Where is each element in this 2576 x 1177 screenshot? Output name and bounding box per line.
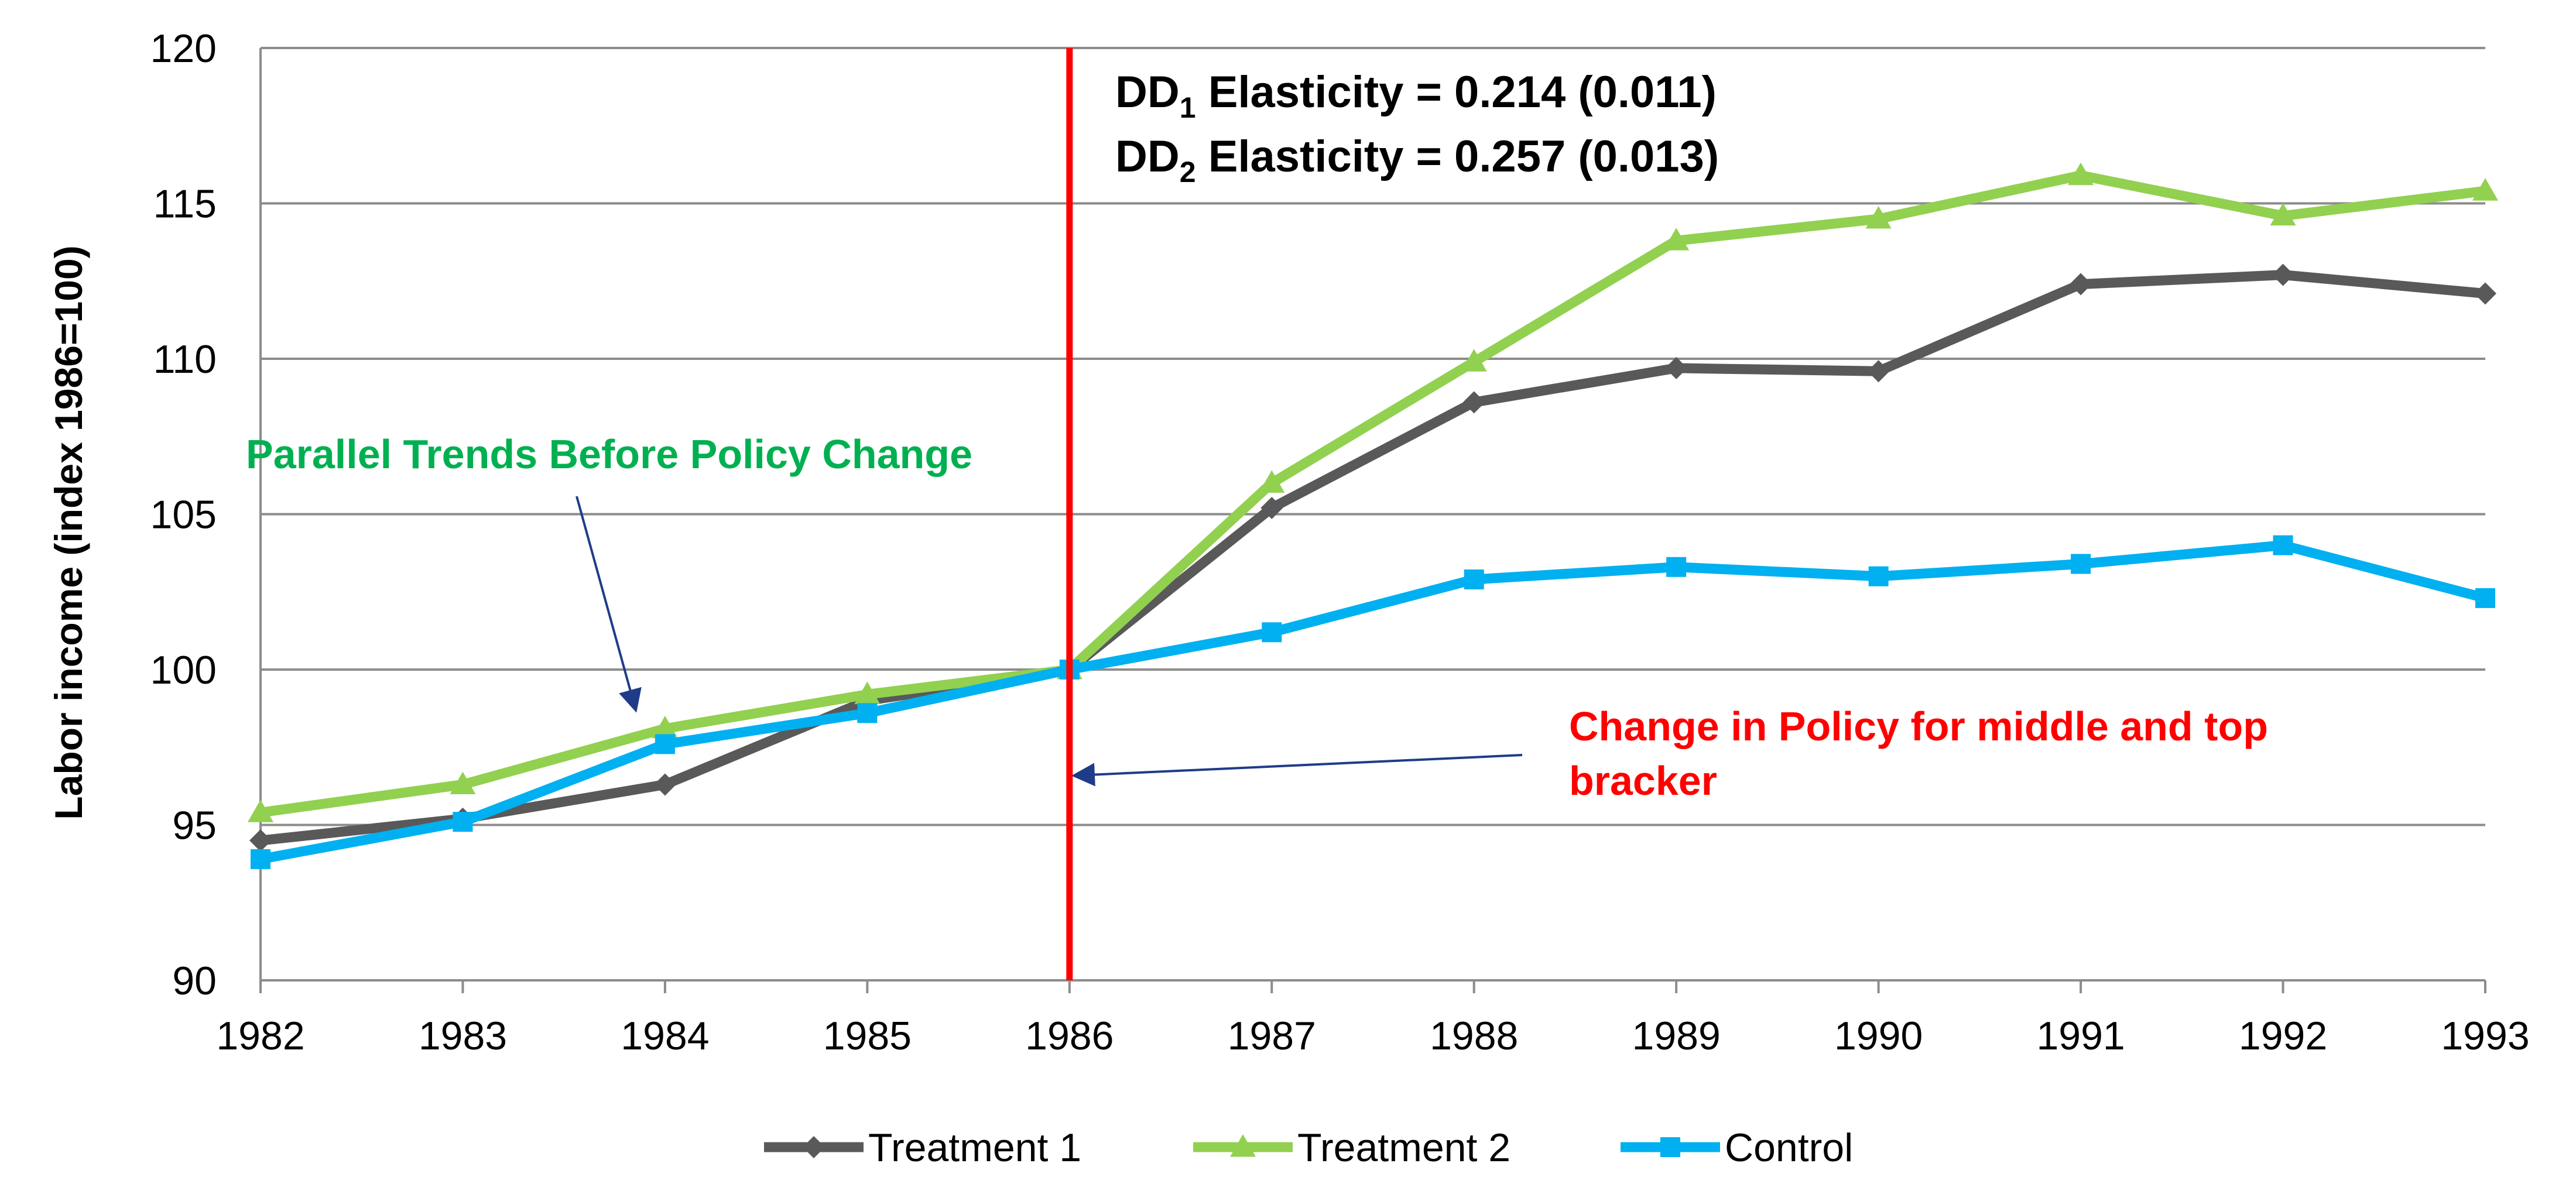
x-tick-1985: 1985: [823, 1014, 912, 1058]
axes: [259, 48, 2485, 982]
point-treatment-2-1989: [1663, 228, 1690, 251]
point-treatment-1-1993: [2474, 282, 2496, 305]
point-treatment-1-1987: [1260, 496, 1283, 519]
dd2-annotation: DD2 Elasticity = 0.257 (0.013): [1115, 132, 1719, 188]
point-treatment-2-1982: [248, 799, 273, 822]
point-treatment-1-1988: [1462, 391, 1485, 414]
y-tick-labels: 90 95 100 105 110 115 120: [150, 26, 217, 1003]
x-tick-1983: 1983: [419, 1014, 507, 1058]
x-tick-1991: 1991: [2036, 1014, 2125, 1058]
legend-marker-control: [1660, 1137, 1680, 1157]
x-tick-1988: 1988: [1430, 1014, 1518, 1058]
x-tick-1990: 1990: [1834, 1014, 1923, 1058]
line-treatment-1: [260, 270, 2486, 846]
point-control-1982: [251, 849, 270, 869]
line-control: [259, 540, 2487, 864]
y-tick-95: 95: [172, 804, 217, 848]
point-treatment-2-1990: [1865, 206, 1892, 229]
point-treatment-2-1993: [2472, 178, 2498, 201]
parallel-trends-arrow: [576, 496, 642, 713]
legend-marker-treatment-2: [1230, 1134, 1256, 1157]
x-tick-1989: 1989: [1632, 1014, 1721, 1058]
point-treatment-1-1992: [2272, 263, 2294, 286]
legend-marker-treatment-1: [803, 1136, 825, 1158]
x-tick-1993: 1993: [2441, 1014, 2529, 1058]
point-control-1990: [1868, 566, 1889, 586]
point-treatment-2-1988: [1461, 349, 1487, 372]
policy-change-annotation-line1: Change in Policy for middle and top: [1569, 704, 2268, 749]
legend-item-treatment-2: Treatment 2: [1193, 1125, 1510, 1170]
legend-label-treatment-1: Treatment 1: [868, 1125, 1081, 1170]
y-axis-label: Labor income (index 1986=100): [47, 245, 90, 819]
point-treatment-2-1983: [450, 771, 476, 794]
y-tick-115: 115: [153, 182, 217, 227]
point-treatment-1-1989: [1665, 356, 1688, 379]
gridlines: [261, 47, 2485, 982]
point-control-1991: [2071, 554, 2091, 574]
point-treatment-1-1984: [653, 773, 676, 796]
policy-change-arrow: [1071, 754, 1523, 787]
y-tick-90: 90: [172, 959, 217, 1003]
point-treatment-1-1982: [249, 829, 272, 852]
legend: Treatment 1 Treatment 2 Control: [764, 1125, 1853, 1170]
point-treatment-2-1991: [2068, 162, 2094, 186]
dd1-text: Elasticity = 0.214 (0.011): [1196, 67, 1717, 117]
legend-label-treatment-2: Treatment 2: [1297, 1125, 1510, 1170]
dd2-subscript: 2: [1180, 156, 1196, 188]
point-treatment-2-1987: [1259, 470, 1285, 493]
point-control-1984: [655, 734, 675, 754]
point-treatment-1-1990: [1867, 360, 1890, 383]
legend-item-control: Control: [1621, 1125, 1853, 1170]
dd2-prefix: DD: [1115, 132, 1180, 181]
point-control-1989: [1666, 557, 1687, 577]
x-tick-1984: 1984: [621, 1014, 709, 1058]
y-tick-120: 120: [150, 26, 217, 71]
legend-label-control: Control: [1725, 1125, 1853, 1170]
y-tick-110: 110: [153, 337, 217, 382]
x-tick-1986: 1986: [1025, 1014, 1114, 1058]
point-treatment-2-1984: [652, 715, 678, 739]
policy-change-annotation-line2: bracker: [1569, 758, 1717, 804]
dd2-text: Elasticity = 0.257 (0.013): [1196, 132, 1719, 181]
point-treatment-1-1991: [2070, 273, 2092, 296]
point-treatment-2-1992: [2270, 203, 2296, 226]
x-tick-labels: 1982 1983 1984 1985 1986 1987 1988 1989 1990 1991…: [216, 980, 2530, 1058]
point-treatment-2-1985: [854, 681, 881, 704]
x-tick-1982: 1982: [216, 1014, 304, 1058]
y-tick-100: 100: [150, 648, 217, 692]
series-lines: [248, 162, 2498, 869]
parallel-trends-annotation: Parallel Trends Before Policy Change: [246, 431, 972, 477]
point-control-1987: [1262, 622, 1282, 643]
dd1-prefix: DD: [1115, 67, 1180, 117]
legend-item-treatment-1: Treatment 1: [764, 1125, 1081, 1170]
point-control-1992: [2273, 535, 2293, 555]
point-control-1983: [453, 812, 473, 832]
y-tick-105: 105: [150, 493, 217, 537]
dd1-subscript: 1: [1180, 91, 1196, 124]
dd1-annotation: DD1 Elasticity = 0.214 (0.011): [1115, 67, 1717, 124]
point-control-1988: [1464, 569, 1484, 590]
line-treatment-2: [259, 170, 2486, 818]
series-control: [251, 535, 2495, 869]
x-tick-1992: 1992: [2239, 1014, 2327, 1058]
x-tick-1987: 1987: [1228, 1014, 1316, 1058]
point-control-1985: [857, 703, 878, 723]
point-control-1993: [2475, 588, 2495, 608]
